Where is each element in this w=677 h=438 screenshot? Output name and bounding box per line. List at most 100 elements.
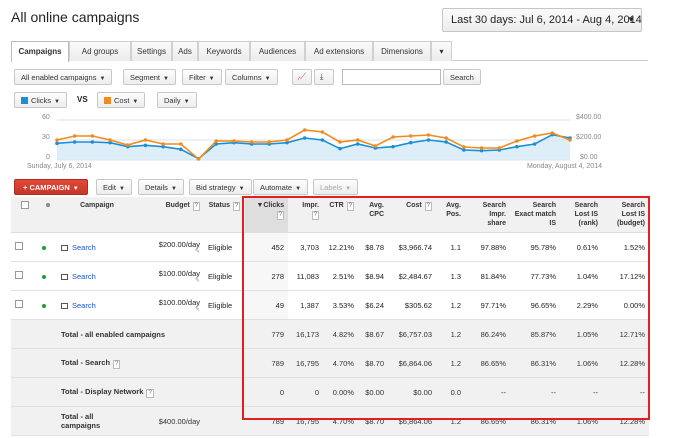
row-select-cell[interactable] <box>11 232 38 262</box>
columns-dropdown[interactable]: Columns ▼ <box>225 69 278 85</box>
col-avg-cpc[interactable]: Avg. CPC <box>358 197 388 233</box>
tab-ad-groups[interactable]: Ad groups <box>69 41 131 61</box>
metric2-label: Cost <box>114 96 130 105</box>
ctr-cell: 12.21% <box>323 232 358 262</box>
details-dropdown[interactable]: Details ▼ <box>138 179 184 195</box>
campaign-link[interactable]: Search <box>72 271 96 281</box>
search-exact-match-cell: 77.73% <box>510 261 560 291</box>
impr-cell: 3,703 <box>288 232 323 262</box>
cost-point <box>196 157 201 161</box>
cost-point <box>161 142 165 146</box>
campaign-link[interactable]: Search <box>72 242 96 252</box>
lost-is-budget-cell: 1.52% <box>602 232 649 262</box>
add-campaign-button[interactable]: + CAMPAIGN ▼ <box>14 179 88 195</box>
col-avg-pos[interactable]: Avg. Pos. <box>436 197 465 233</box>
empty-cell <box>38 406 57 436</box>
metric1-dropdown[interactable]: Clicks ▼ <box>14 92 67 108</box>
cost-cell: $6,864.06 <box>388 348 436 378</box>
help-icon[interactable]: ? <box>276 211 284 220</box>
help-icon[interactable]: ? <box>346 202 354 211</box>
avg-pos-cell: 1.2 <box>436 290 465 320</box>
date-range-label: Last 30 days: Jul 6, 2014 - Aug 4, 2014 <box>451 14 642 26</box>
edit-icon[interactable]: ✎ <box>194 248 200 255</box>
automate-dropdown[interactable]: Automate ▼ <box>253 179 309 195</box>
granularity-dropdown[interactable]: Daily ▼ <box>157 92 197 108</box>
total-label: Total - all campaigns <box>57 406 137 436</box>
date-range-selector[interactable]: Last 30 days: Jul 6, 2014 - Aug 4, 2014 ▼ <box>442 8 642 32</box>
tab-ads[interactable]: Ads <box>172 41 198 61</box>
impr-cell: 1,387 <box>288 290 323 320</box>
status-filter-dropdown[interactable]: All enabled campaigns ▼ <box>14 69 113 85</box>
tab-ad-extensions[interactable]: Ad extensions <box>305 41 373 61</box>
avg-cpc-cell: $8.70 <box>358 406 388 436</box>
more-tabs-button[interactable]: ▾ <box>431 41 452 61</box>
edit-icon[interactable]: ✎ <box>194 277 200 284</box>
bid-strategy-label: Bid strategy <box>196 183 236 192</box>
edit-dropdown[interactable]: Edit ▼ <box>96 179 132 195</box>
help-icon[interactable]: ? <box>424 202 432 211</box>
tab-dimensions[interactable]: Dimensions <box>373 41 431 61</box>
budget-value: $200.00/day <box>158 239 200 249</box>
search-impr-share-cell: 86.65% <box>465 348 510 378</box>
col-lost-is-rank[interactable]: Search Lost IS (rank) <box>560 197 602 233</box>
campaign-link[interactable]: Search <box>72 300 96 310</box>
impr-cell: 16,795 <box>288 406 323 436</box>
cost-cell: $2,484.67 <box>388 261 436 291</box>
help-icon[interactable]: ? <box>146 388 154 398</box>
chart-toggle-button[interactable]: 📈 <box>292 69 312 85</box>
tab-settings[interactable]: Settings <box>131 41 172 61</box>
col-status[interactable]: Status ? <box>204 197 245 233</box>
cost-point <box>444 136 448 140</box>
tab-campaigns[interactable]: Campaigns <box>11 41 69 62</box>
col-campaign-label: Campaign <box>80 202 114 209</box>
search-input[interactable] <box>342 69 441 85</box>
col-cost[interactable]: Cost ? <box>388 197 436 233</box>
col-search-exact-match[interactable]: Search Exact match IS <box>510 197 560 233</box>
col-impr[interactable]: Impr. ? <box>288 197 323 233</box>
edit-label: Edit <box>103 183 116 192</box>
metric2-dropdown[interactable]: Cost ▼ <box>97 92 146 108</box>
filter-dropdown[interactable]: Filter ▼ <box>182 69 222 85</box>
row-checkbox[interactable] <box>15 300 23 308</box>
budget-cell[interactable]: $100.00/day ✎ <box>137 290 204 320</box>
col-search-exact-match-label: Search Exact match IS <box>514 202 556 227</box>
labels-dropdown: Labels ▼ <box>313 179 359 195</box>
budget-cell[interactable]: $200.00/day ✎ <box>137 232 204 262</box>
bid-strategy-dropdown[interactable]: Bid strategy ▼ <box>189 179 252 195</box>
chevron-down-icon: ▼ <box>54 99 60 105</box>
col-campaign[interactable]: Campaign <box>57 197 137 233</box>
budget-cell[interactable]: $100.00/day ✎ <box>137 261 204 291</box>
total-label: Total - Display Network <box>61 386 144 396</box>
col-search-impr-share[interactable]: Search Impr. share <box>465 197 510 233</box>
col-clicks[interactable]: ▼Clicks ? <box>245 197 288 233</box>
help-icon[interactable]: ? <box>233 202 241 211</box>
help-icon[interactable]: ? <box>311 211 319 220</box>
col-lost-is-budget[interactable]: Search Lost IS (budget) <box>602 197 649 233</box>
clicks-point <box>285 140 289 145</box>
select-all-header[interactable] <box>11 197 38 233</box>
row-checkbox[interactable] <box>15 271 23 279</box>
col-budget[interactable]: Budget ? <box>137 197 204 233</box>
help-icon[interactable]: ? <box>192 202 200 211</box>
col-ctr[interactable]: CTR ? <box>323 197 358 233</box>
empty-cell <box>11 348 38 378</box>
select-all-checkbox[interactable] <box>20 201 29 209</box>
cost-point <box>249 140 254 144</box>
status-cell: Eligible <box>204 232 245 262</box>
segment-dropdown[interactable]: Segment ▼ <box>123 69 176 85</box>
labels-label: Labels <box>320 183 343 192</box>
y-right-tick: $200.00 <box>576 134 602 141</box>
cost-cell: $305.62 <box>388 290 436 320</box>
y-right-tick: $0.00 <box>580 154 598 161</box>
tab-audiences[interactable]: Audiences <box>250 41 305 61</box>
edit-icon[interactable]: ✎ <box>194 306 200 313</box>
row-select-cell[interactable] <box>11 261 38 291</box>
clicks-point <box>355 142 360 146</box>
tab-keywords[interactable]: Keywords <box>198 41 250 61</box>
row-select-cell[interactable] <box>11 290 38 320</box>
download-button[interactable]: ⤓ <box>314 69 334 85</box>
search-button[interactable]: Search <box>443 69 481 85</box>
avg-cpc-cell: $8.67 <box>358 319 388 349</box>
help-icon[interactable]: ? <box>113 359 121 369</box>
row-checkbox[interactable] <box>15 242 23 250</box>
